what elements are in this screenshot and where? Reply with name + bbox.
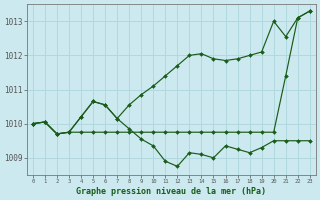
X-axis label: Graphe pression niveau de la mer (hPa): Graphe pression niveau de la mer (hPa): [76, 187, 266, 196]
